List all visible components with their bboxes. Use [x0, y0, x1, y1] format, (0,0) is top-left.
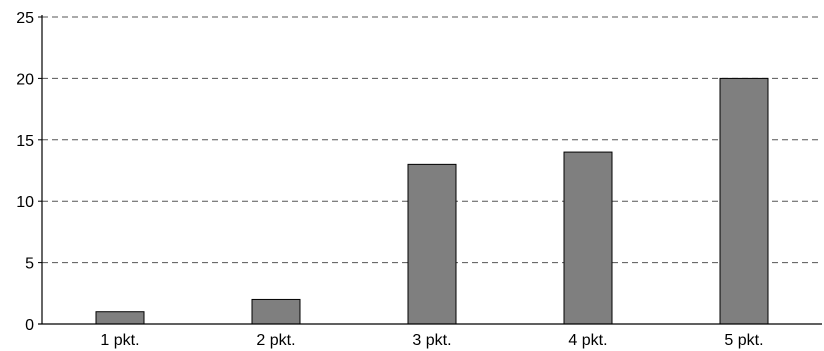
axes — [38, 15, 822, 325]
y-tick-label: 20 — [16, 71, 34, 88]
bar — [407, 163, 457, 325]
y-tick-label: 5 — [25, 256, 34, 273]
x-tick-label: 4 pkt. — [568, 332, 607, 349]
x-tick-label: 1 pkt. — [100, 332, 139, 349]
bars — [95, 77, 769, 325]
x-tick-label: 5 pkt. — [724, 332, 763, 349]
bar — [95, 311, 145, 325]
bar — [563, 151, 613, 325]
x-tick-label: 2 pkt. — [256, 332, 295, 349]
x-tick-label: 3 pkt. — [412, 332, 451, 349]
gridlines — [42, 16, 822, 264]
y-tick-label: 0 — [25, 317, 34, 334]
bar — [719, 77, 769, 325]
y-tick-labels: 0 5 10 15 20 25 — [16, 10, 34, 334]
bar — [251, 298, 301, 325]
y-tick-label: 25 — [16, 10, 34, 27]
x-tick-labels: 1 pkt. 2 pkt. 3 pkt. 4 pkt. 5 pkt. — [100, 332, 763, 349]
y-tick-label: 10 — [16, 194, 34, 211]
y-tick-label: 15 — [16, 133, 34, 150]
